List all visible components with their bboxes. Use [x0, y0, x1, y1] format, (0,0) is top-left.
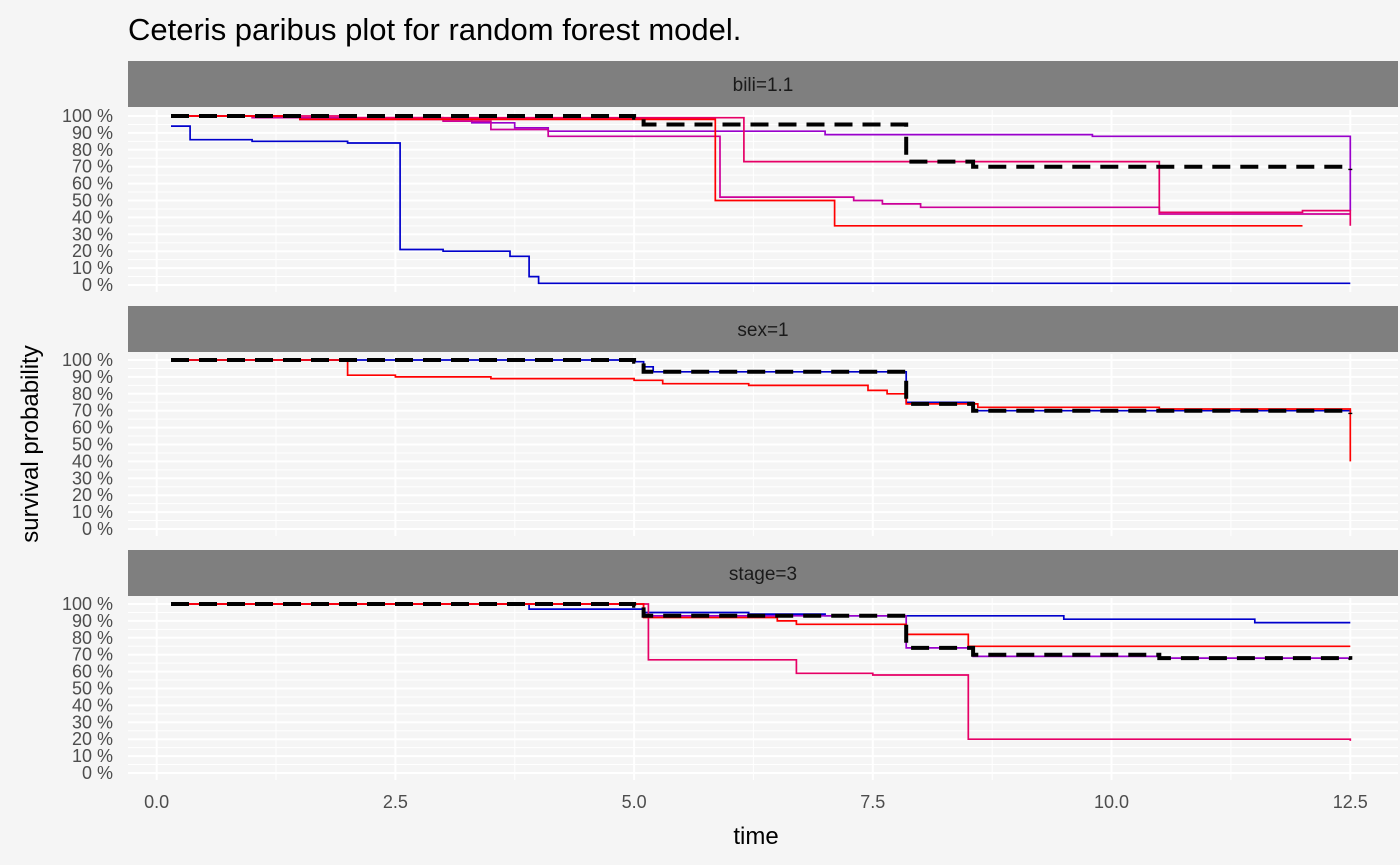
profile-line: [171, 125, 1351, 285]
y-tick-label: 20 %: [72, 729, 113, 749]
y-tick-label: 100 %: [62, 106, 113, 126]
y-tick-label: 50 %: [72, 679, 113, 699]
profile-line: [171, 603, 1352, 741]
facet-panel: bili=1.1 0 %10 %20 %30 %40 %50 %60 %70 %8…: [62, 61, 1398, 295]
facet-strip: [128, 61, 1398, 107]
y-tick-label: 0 %: [82, 519, 113, 539]
y-tick-label: 70 %: [72, 157, 113, 177]
observation-line: [171, 358, 1353, 415]
y-tick-label: 90 %: [72, 123, 113, 143]
y-tick-label: 50 %: [72, 435, 113, 455]
x-tick-label: 2.5: [383, 792, 408, 812]
facet-strip: [128, 550, 1398, 596]
y-tick-label: 70 %: [72, 401, 113, 421]
x-axis-title: time: [733, 823, 778, 850]
y-tick-label: 10 %: [72, 502, 113, 522]
y-tick-label: 20 %: [72, 241, 113, 261]
y-axis-title: survival probability: [17, 345, 44, 542]
y-tick-label: 100 %: [62, 594, 113, 614]
facet-panels: bili=1.10 %10 %20 %30 %40 %50 %60 %70 %8…: [62, 61, 1398, 783]
y-tick-label: 90 %: [72, 367, 113, 387]
y-tick-label: 30 %: [72, 712, 113, 732]
observation-line: [171, 114, 1353, 171]
y-tick-label: 60 %: [72, 418, 113, 438]
y-tick-label: 60 %: [72, 174, 113, 194]
x-tick-label: 7.5: [860, 792, 885, 812]
facet-strip-label: sex=1: [737, 320, 788, 341]
y-tick-label: 40 %: [72, 207, 113, 227]
x-axis-ticks: 0.0 2.5 5.0 7.5 10.0 12.5: [144, 792, 1368, 812]
observation-line: [171, 602, 1353, 661]
x-tick-label: 12.5: [1333, 792, 1368, 812]
facet-strip-label: bili=1.1: [733, 75, 794, 96]
facet-panel: sex=1 0 %10 %20 %30 %40 %50 %60 %70 %80 %…: [62, 306, 1398, 539]
y-tick-label: 30 %: [72, 468, 113, 488]
y-tick-label: 80 %: [72, 384, 113, 404]
profile-line: [171, 603, 1351, 648]
x-tick-label: 5.0: [622, 792, 647, 812]
y-tick-label: 90 %: [72, 611, 113, 631]
y-tick-label: 50 %: [72, 191, 113, 211]
y-tick-label: 60 %: [72, 662, 113, 682]
facet-panel: stage=3 0 %10 %20 %30 %40 %50 %60 %70 %80…: [62, 550, 1398, 783]
facet-strip: [128, 306, 1398, 352]
y-tick-label: 100 %: [62, 350, 113, 370]
x-tick-label: 0.0: [144, 792, 169, 812]
y-tick-label: 80 %: [72, 628, 113, 648]
y-tick-label: 0 %: [82, 275, 113, 295]
y-tick-label: 10 %: [72, 746, 113, 766]
x-tick-label: 10.0: [1094, 792, 1129, 812]
profile-line: [171, 359, 1352, 462]
y-tick-label: 20 %: [72, 485, 113, 505]
chart-title: Ceteris paribus plot for random forest m…: [128, 12, 741, 47]
facet-strip-label: stage=3: [729, 564, 797, 585]
y-tick-label: 10 %: [72, 258, 113, 278]
y-tick-label: 80 %: [72, 140, 113, 160]
y-tick-label: 40 %: [72, 451, 113, 471]
y-tick-label: 30 %: [72, 224, 113, 244]
y-tick-label: 70 %: [72, 645, 113, 665]
y-tick-label: 0 %: [82, 763, 113, 783]
y-tick-label: 40 %: [72, 695, 113, 715]
